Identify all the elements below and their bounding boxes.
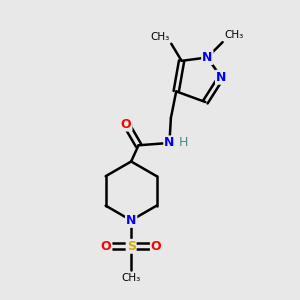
Text: N: N <box>164 136 175 149</box>
Text: N: N <box>202 51 212 64</box>
Text: CH₃: CH₃ <box>151 32 170 42</box>
Text: CH₃: CH₃ <box>224 30 243 40</box>
Text: O: O <box>151 240 161 253</box>
Text: O: O <box>121 118 131 130</box>
Text: S: S <box>127 240 136 253</box>
Text: H: H <box>179 136 188 148</box>
Text: CH₃: CH₃ <box>122 273 141 284</box>
Text: N: N <box>126 214 136 227</box>
Text: O: O <box>101 240 111 253</box>
Text: N: N <box>216 71 226 84</box>
